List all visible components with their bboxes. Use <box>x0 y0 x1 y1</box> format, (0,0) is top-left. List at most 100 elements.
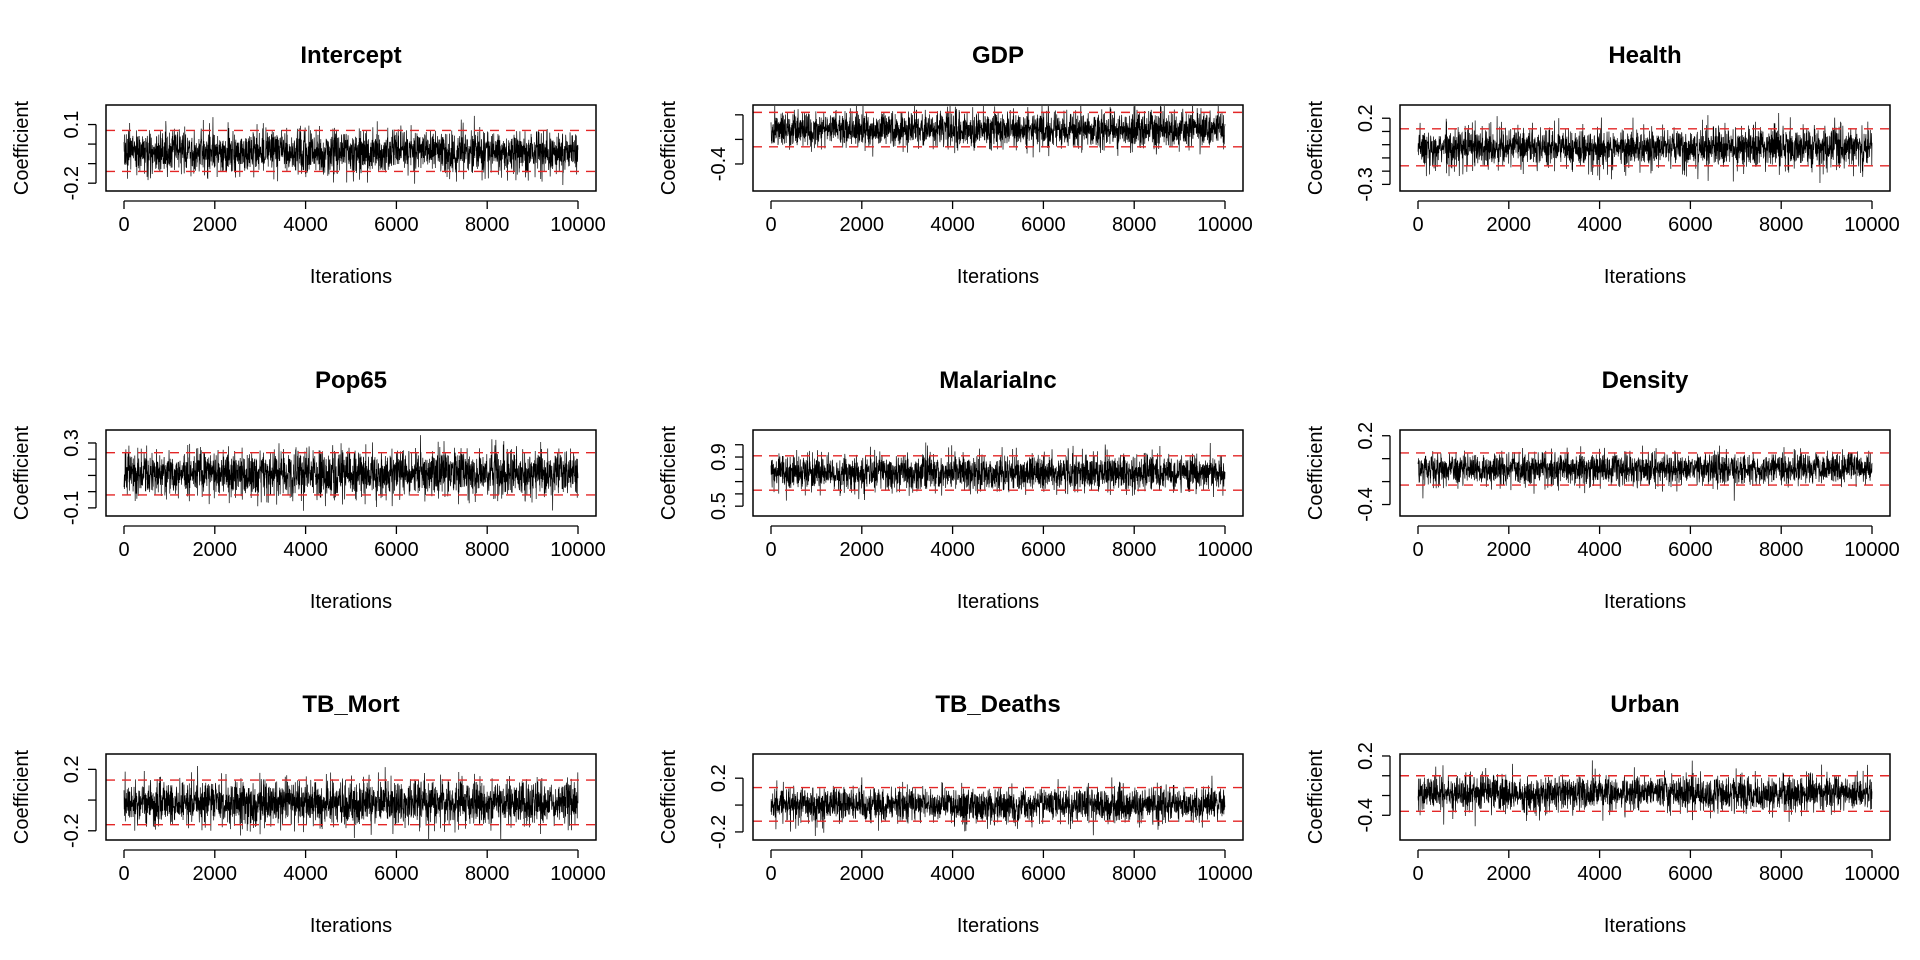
plot-frame <box>752 104 1244 192</box>
x-tick-label: 8000 <box>465 539 510 561</box>
x-tick-label: 4000 <box>1577 539 1622 561</box>
y-axis-label: Coefficient <box>11 749 33 844</box>
y-tick-label: -0.4 <box>1355 487 1377 521</box>
plot-frame <box>752 753 1244 841</box>
trace-line <box>123 115 579 186</box>
x-tick-label: 4000 <box>283 539 328 561</box>
x-tick-label: 0 <box>1412 214 1423 236</box>
x-tick-label: 10000 <box>1197 214 1253 236</box>
x-tick-label: 6000 <box>374 214 419 236</box>
x-tick-label: 8000 <box>1112 539 1157 561</box>
y-tick-label: -0.4 <box>1355 798 1377 832</box>
y-axis-label: Coefficient <box>658 749 680 844</box>
x-tick-label: 4000 <box>930 214 975 236</box>
x-tick-label: 0 <box>765 214 776 236</box>
x-tick-label: 2000 <box>1487 863 1532 885</box>
y-axis-label: Coefficient <box>1305 749 1327 844</box>
trace-line <box>770 442 1226 501</box>
y-tick-label: -0.2 <box>61 166 83 200</box>
x-tick-label: 6000 <box>374 539 419 561</box>
y-axis-label: Coefficient <box>11 425 33 520</box>
x-tick-label: 4000 <box>1577 214 1622 236</box>
y-tick-label: -0.2 <box>708 815 730 849</box>
panel-title: TB_Mort <box>302 691 399 718</box>
plot-frame <box>752 429 1244 517</box>
panel-tb-deaths: TB_Deaths 0 2000 4000 6000 8000 10000 Iteration… <box>658 691 1253 937</box>
x-tick-label: 8000 <box>1112 863 1157 885</box>
x-tick-label: 4000 <box>283 214 328 236</box>
x-axis-label: Iterations <box>1604 266 1686 288</box>
x-tick-label: 6000 <box>1668 863 1713 885</box>
trace-line <box>770 775 1226 836</box>
x-tick-label: 0 <box>118 214 129 236</box>
x-axis-label: Iterations <box>957 591 1039 613</box>
x-tick-label: 6000 <box>1021 863 1066 885</box>
x-axis-label: Iterations <box>1604 915 1686 937</box>
panel-title: Intercept <box>300 42 401 69</box>
panel-title: Health <box>1608 42 1681 69</box>
panel-health: Health 0 2000 4000 6000 8000 10000 Iterations 0.… <box>1305 42 1900 288</box>
x-axis-label: Iterations <box>957 915 1039 937</box>
x-tick-label: 2000 <box>193 214 238 236</box>
panel-pop65: Pop65 0 2000 4000 6000 8000 10000 Iterations 0.3… <box>11 367 606 613</box>
y-tick-label: 0.9 <box>708 443 730 471</box>
trace-line <box>1417 760 1873 827</box>
panel-title: GDP <box>972 42 1024 69</box>
x-tick-label: 6000 <box>1668 539 1713 561</box>
x-tick-label: 10000 <box>550 863 606 885</box>
panel-title: TB_Deaths <box>935 691 1060 718</box>
panel-title: Pop65 <box>315 367 387 394</box>
x-tick-label: 0 <box>1412 539 1423 561</box>
panel-urban: Urban 0 2000 4000 6000 8000 10000 Iterations 0.2… <box>1305 691 1900 937</box>
panel-malariainc: MalariaInc 0 2000 4000 6000 8000 10000 Iteratio… <box>658 367 1253 613</box>
x-tick-label: 4000 <box>283 863 328 885</box>
y-tick-label: 0.2 <box>1355 422 1377 450</box>
x-tick-label: 6000 <box>1021 214 1066 236</box>
x-tick-label: 8000 <box>1112 214 1157 236</box>
x-tick-label: 0 <box>1412 863 1423 885</box>
x-tick-label: 4000 <box>1577 863 1622 885</box>
x-axis-label: Iterations <box>1604 591 1686 613</box>
x-tick-label: 4000 <box>930 863 975 885</box>
x-axis-label: Iterations <box>310 915 392 937</box>
trace-line <box>770 106 1226 158</box>
x-axis-label: Iterations <box>310 591 392 613</box>
trace-line <box>1417 445 1873 501</box>
x-tick-label: 6000 <box>1021 539 1066 561</box>
y-axis-label: Coefficient <box>658 100 680 195</box>
y-tick-label: 0.1 <box>61 111 83 139</box>
plot-frame <box>1399 104 1891 192</box>
y-tick-label: 0.2 <box>61 755 83 783</box>
y-tick-label: 0.2 <box>1355 104 1377 132</box>
x-tick-label: 10000 <box>1844 863 1900 885</box>
x-tick-label: 10000 <box>1197 863 1253 885</box>
x-tick-label: 6000 <box>1668 214 1713 236</box>
x-tick-label: 2000 <box>1487 214 1532 236</box>
y-tick-label: -0.2 <box>61 814 83 848</box>
y-axis-label: Coefficient <box>658 425 680 520</box>
trace-line <box>123 435 579 511</box>
x-tick-label: 10000 <box>550 214 606 236</box>
y-tick-label: -0.1 <box>61 491 83 525</box>
panel-title: MalariaInc <box>939 367 1056 394</box>
panel-density: Density 0 2000 4000 6000 8000 10000 Iterations 0… <box>1305 367 1900 613</box>
y-tick-label: 0.5 <box>708 492 730 520</box>
plot-frame <box>105 753 597 841</box>
panel-title: Density <box>1602 367 1689 394</box>
plot-frame <box>105 104 597 192</box>
panel-title: Urban <box>1610 691 1679 718</box>
y-axis-label: Coefficient <box>1305 100 1327 195</box>
x-tick-label: 8000 <box>465 863 510 885</box>
x-tick-label: 2000 <box>840 539 885 561</box>
x-tick-label: 0 <box>765 539 776 561</box>
plot-frame <box>105 429 597 517</box>
x-tick-label: 8000 <box>1759 863 1804 885</box>
x-tick-label: 8000 <box>465 214 510 236</box>
x-tick-label: 10000 <box>1844 539 1900 561</box>
x-tick-label: 2000 <box>1487 539 1532 561</box>
x-tick-label: 8000 <box>1759 539 1804 561</box>
y-axis-label: Coefficient <box>11 100 33 195</box>
trace-line <box>123 766 579 839</box>
x-tick-label: 10000 <box>1844 214 1900 236</box>
